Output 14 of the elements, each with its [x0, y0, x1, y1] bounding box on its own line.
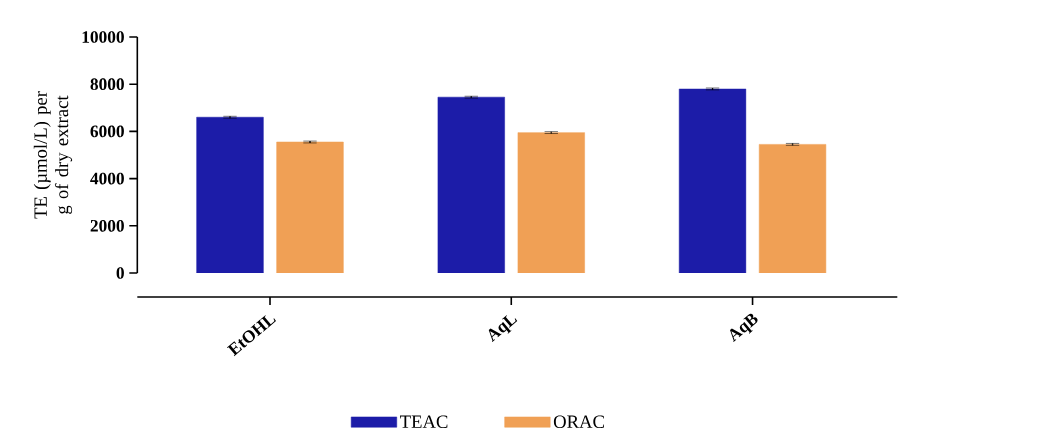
x-tick-label: AqL [488, 315, 518, 342]
y-tick-label: 8000 [90, 78, 124, 90]
legend-label: ORAC [553, 415, 604, 428]
bar [196, 116, 264, 273]
y-tick-label: 4000 [90, 172, 124, 185]
bar [437, 96, 505, 273]
bar [678, 88, 747, 273]
y-tick-label: 6000 [90, 125, 124, 138]
y-tick-label: 2000 [90, 219, 124, 232]
y-tick-label: 10000 [82, 31, 124, 43]
legend-label: TEAC [400, 415, 448, 428]
y-tick-label: 0 [116, 267, 124, 279]
x-tick-label: AqB [730, 313, 758, 342]
y-axis-title: TE (µmol/L) per g of dry extract [33, 91, 73, 219]
